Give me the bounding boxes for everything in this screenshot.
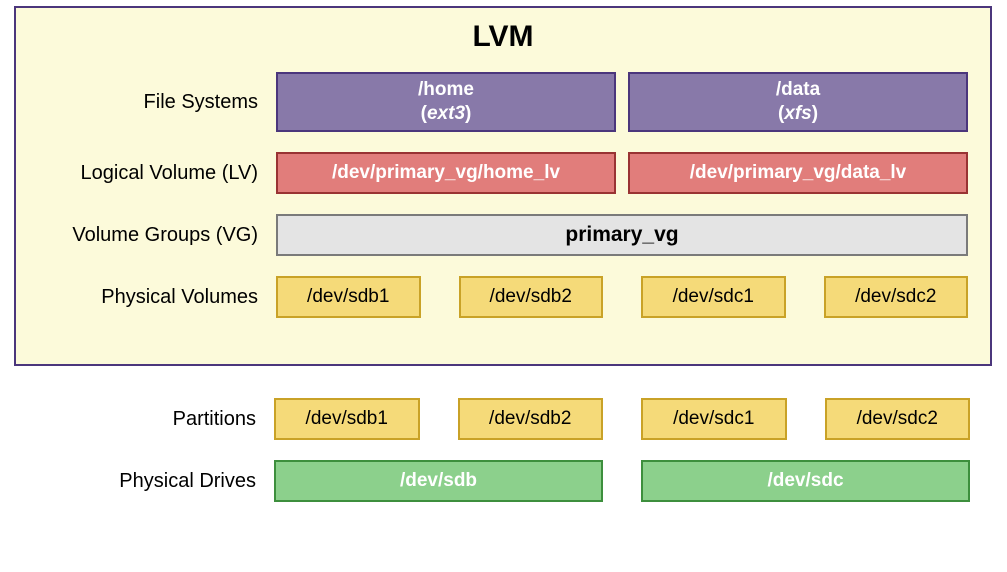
- fs-home-mount: /home: [418, 78, 474, 102]
- part-sdc2: /dev/sdc2: [825, 398, 971, 440]
- lv-home: /dev/primary_vg/home_lv: [276, 152, 616, 194]
- title: LVM: [16, 20, 990, 54]
- row-lv: Logical Volume (LV) /dev/primary_vg/home…: [16, 152, 990, 194]
- filesystems-body: /home (ext3) /data (xfs): [276, 72, 968, 132]
- lv-data: /dev/primary_vg/data_lv: [628, 152, 968, 194]
- label-partitions: Partitions: [24, 398, 274, 440]
- lv-body: /dev/primary_vg/home_lv /dev/primary_vg/…: [276, 152, 968, 194]
- part-sdb1: /dev/sdb1: [274, 398, 420, 440]
- label-lv: Logical Volume (LV): [26, 152, 276, 194]
- label-vg: Volume Groups (VG): [26, 214, 276, 256]
- pv-body: /dev/sdb1 /dev/sdb2 /dev/sdc1 /dev/sdc2: [276, 276, 968, 318]
- drives-body: /dev/sdb /dev/sdc: [274, 460, 970, 502]
- fs-data-mount: /data: [776, 78, 820, 102]
- drive-sdc: /dev/sdc: [641, 460, 970, 502]
- drive-sdb: /dev/sdb: [274, 460, 603, 502]
- partitions-body: /dev/sdb1 /dev/sdb2 /dev/sdc1 /dev/sdc2: [274, 398, 970, 440]
- fs-home: /home (ext3): [276, 72, 616, 132]
- row-drives: Physical Drives /dev/sdb /dev/sdc: [14, 460, 992, 502]
- fs-home-type: ext3: [427, 103, 465, 124]
- lower-section: Partitions /dev/sdb1 /dev/sdb2 /dev/sdc1…: [14, 398, 992, 502]
- label-pv: Physical Volumes: [26, 276, 276, 318]
- label-filesystems: File Systems: [26, 72, 276, 132]
- row-partitions: Partitions /dev/sdb1 /dev/sdb2 /dev/sdc1…: [14, 398, 992, 440]
- row-pv: Physical Volumes /dev/sdb1 /dev/sdb2 /de…: [16, 276, 990, 318]
- part-sdb2: /dev/sdb2: [458, 398, 604, 440]
- fs-data-type: xfs: [784, 103, 811, 124]
- row-filesystems: File Systems /home (ext3) /data (xfs): [16, 72, 990, 132]
- pv-sdc2: /dev/sdc2: [824, 276, 969, 318]
- pv-sdb1: /dev/sdb1: [276, 276, 421, 318]
- vg-body: primary_vg: [276, 214, 968, 256]
- lvm-container: LVM File Systems /home (ext3) /data (xfs…: [14, 6, 992, 366]
- label-drives: Physical Drives: [24, 460, 274, 502]
- pv-sdb2: /dev/sdb2: [459, 276, 604, 318]
- pv-sdc1: /dev/sdc1: [641, 276, 786, 318]
- row-vg: Volume Groups (VG) primary_vg: [16, 214, 990, 256]
- vg-primary: primary_vg: [276, 214, 968, 256]
- part-sdc1: /dev/sdc1: [641, 398, 787, 440]
- fs-data: /data (xfs): [628, 72, 968, 132]
